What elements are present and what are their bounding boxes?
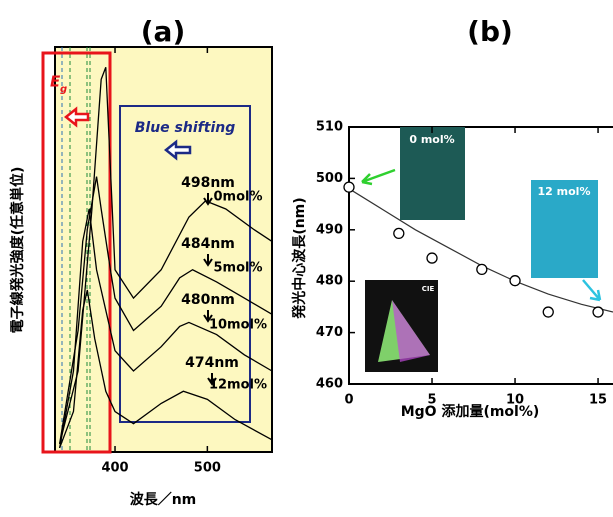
inset-label: 0 mol% bbox=[409, 133, 454, 146]
x-tick-label: 5 bbox=[427, 393, 436, 408]
data-point bbox=[427, 253, 437, 263]
data-point bbox=[593, 307, 603, 317]
data-point bbox=[394, 228, 404, 238]
data-point bbox=[344, 182, 354, 192]
y-axis-label: 電子線発光強度(任意単位) bbox=[9, 167, 26, 334]
peak-label: 480nm bbox=[181, 292, 235, 308]
x-tick-label: 0 bbox=[344, 393, 353, 408]
y-tick-label: 500 bbox=[316, 171, 343, 186]
y-tick-label: 470 bbox=[316, 325, 343, 340]
x-tick-label: 500 bbox=[194, 461, 221, 476]
y-tick-label: 510 bbox=[316, 120, 343, 135]
shift-label: Blue shifting bbox=[135, 120, 235, 136]
panel-title: (b) bbox=[467, 15, 513, 48]
peak-label: 484nm bbox=[181, 236, 235, 252]
x-tick-label: 15 bbox=[589, 393, 607, 408]
band-label-sub: g bbox=[60, 84, 67, 95]
data-point bbox=[477, 264, 487, 274]
pointer-arrow bbox=[583, 280, 600, 300]
data-point bbox=[543, 307, 553, 317]
panel-title: (a) bbox=[141, 15, 186, 48]
inset-label: 12 mol% bbox=[538, 185, 591, 198]
series-label: 12mol% bbox=[209, 378, 267, 393]
y-tick-label: 480 bbox=[316, 274, 343, 289]
y-tick-label: 490 bbox=[316, 222, 343, 237]
figure: (a) E g Blue shifting 波長／nm 電子線発光強度(任意単位… bbox=[0, 0, 613, 517]
series-label: 10mol% bbox=[209, 318, 267, 333]
y-axis-label: 発光中心波長(nm) bbox=[291, 197, 308, 319]
inset-label: CIE bbox=[422, 285, 435, 293]
x-tick-label: 400 bbox=[101, 461, 128, 476]
series-label: 5mol% bbox=[213, 261, 262, 276]
x-axis-label: 波長／nm bbox=[130, 491, 197, 508]
x-tick-label: 10 bbox=[506, 393, 524, 408]
data-point bbox=[510, 276, 520, 286]
series-label: 0mol% bbox=[213, 190, 262, 205]
peak-label: 474nm bbox=[185, 355, 239, 371]
y-tick-label: 460 bbox=[316, 377, 343, 392]
pointer-arrow bbox=[362, 170, 395, 184]
